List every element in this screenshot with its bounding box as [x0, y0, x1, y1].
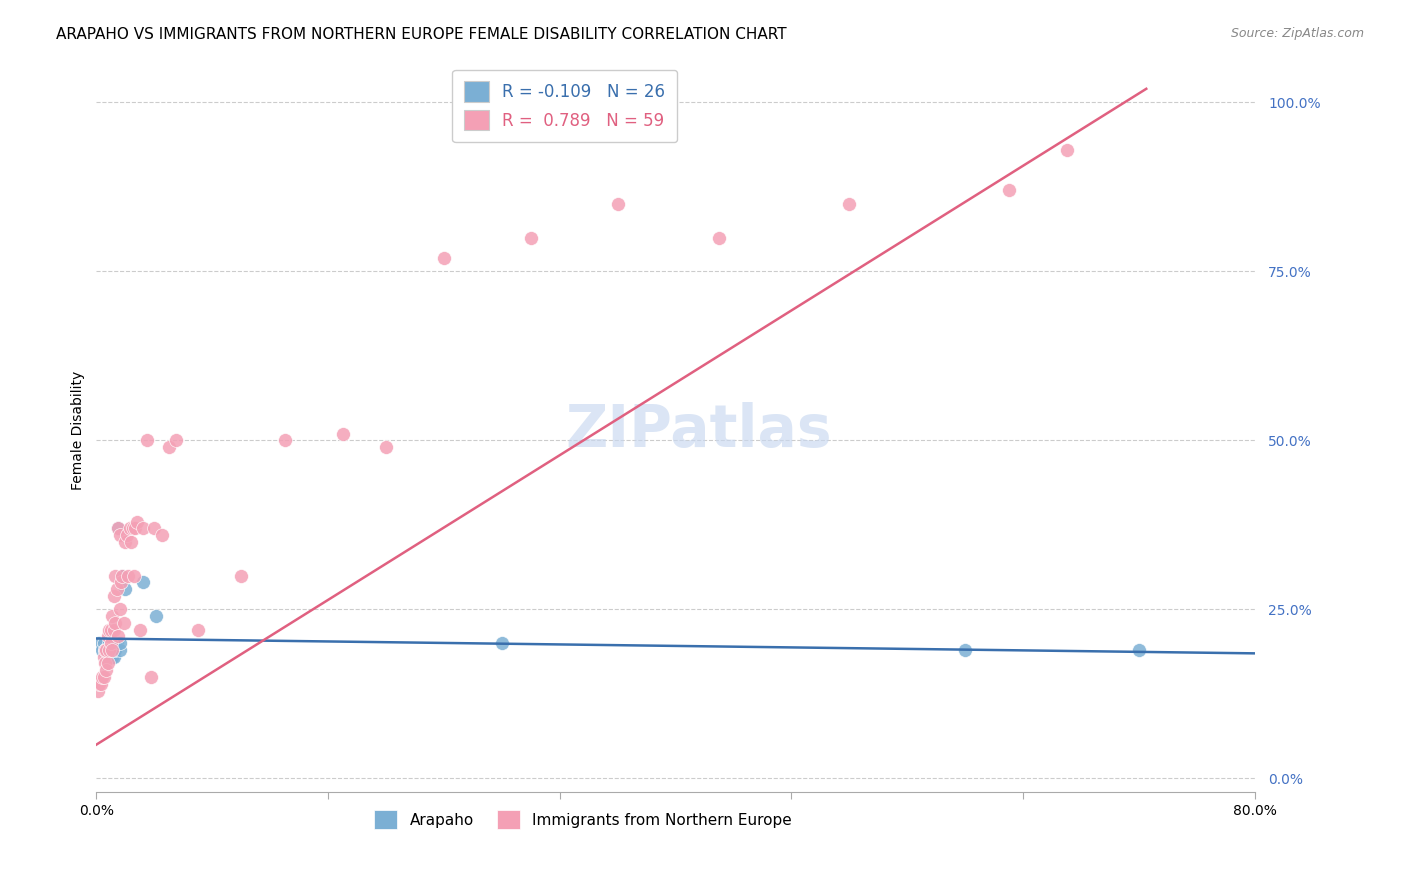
Point [103, 623, 125, 637]
Text: ZIPatlas: ZIPatlas [565, 401, 832, 458]
Point [94, 643, 117, 657]
Point [87, 683, 110, 698]
Point [104, 568, 127, 582]
Point [157, 440, 180, 454]
Point [89, 636, 111, 650]
Point [110, 575, 132, 590]
Point [98, 623, 121, 637]
Point [103, 649, 125, 664]
Point [131, 575, 153, 590]
Point [97, 649, 120, 664]
Point [707, 230, 730, 244]
Text: Source: ZipAtlas.com: Source: ZipAtlas.com [1230, 27, 1364, 40]
Point [108, 528, 131, 542]
Point [136, 434, 159, 448]
Point [93, 636, 115, 650]
Point [98, 649, 121, 664]
Point [125, 515, 148, 529]
Point [104, 643, 127, 657]
Point [105, 636, 128, 650]
Point [111, 568, 134, 582]
Point [100, 643, 122, 657]
Point [187, 623, 209, 637]
Point [143, 521, 166, 535]
Point [105, 582, 128, 596]
Point [101, 609, 124, 624]
Legend: Arapaho, Immigrants from Northern Europe: Arapaho, Immigrants from Northern Europe [368, 804, 797, 835]
Point [433, 251, 456, 265]
Point [91, 643, 114, 657]
Point [94, 657, 117, 671]
Point [375, 440, 398, 454]
Point [104, 615, 127, 630]
Point [115, 528, 138, 542]
Point [96, 643, 118, 657]
Point [145, 609, 167, 624]
Point [100, 623, 122, 637]
Point [98, 636, 121, 650]
Text: ARAPAHO VS IMMIGRANTS FROM NORTHERN EUROPE FEMALE DISABILITY CORRELATION CHART: ARAPAHO VS IMMIGRANTS FROM NORTHERN EURO… [56, 27, 787, 42]
Point [114, 534, 136, 549]
Point [91, 670, 114, 684]
Point [117, 568, 139, 582]
Point [108, 602, 131, 616]
Point [231, 568, 253, 582]
Point [111, 568, 134, 582]
Point [108, 636, 131, 650]
Point [520, 230, 543, 244]
Point [124, 521, 146, 535]
Point [838, 196, 860, 211]
Point [96, 663, 118, 677]
Point [101, 643, 124, 657]
Point [491, 636, 513, 650]
Point [121, 521, 143, 535]
Point [93, 649, 115, 664]
Point [100, 636, 122, 650]
Point [100, 636, 122, 650]
Point [120, 534, 142, 549]
Point [97, 643, 120, 657]
Point [114, 582, 136, 596]
Point [128, 623, 150, 637]
Point [955, 643, 977, 657]
Point [103, 636, 125, 650]
Point [332, 426, 354, 441]
Point [90, 677, 112, 691]
Point [112, 615, 135, 630]
Point [165, 434, 187, 448]
Point [96, 643, 118, 657]
Point [93, 670, 115, 684]
Point [997, 183, 1019, 197]
Point [107, 630, 129, 644]
Point [94, 643, 117, 657]
Point [273, 434, 295, 448]
Y-axis label: Female Disability: Female Disability [72, 370, 86, 490]
Point [101, 649, 124, 664]
Point [1056, 143, 1078, 157]
Point [97, 657, 120, 671]
Point [108, 643, 131, 657]
Point [131, 521, 153, 535]
Point [98, 643, 121, 657]
Point [107, 521, 129, 535]
Point [103, 589, 125, 603]
Point [1128, 643, 1150, 657]
Point [118, 521, 141, 535]
Point [606, 196, 628, 211]
Point [150, 528, 173, 542]
Point [89, 677, 111, 691]
Point [141, 670, 163, 684]
Point [107, 521, 129, 535]
Point [97, 630, 120, 644]
Point [122, 568, 145, 582]
